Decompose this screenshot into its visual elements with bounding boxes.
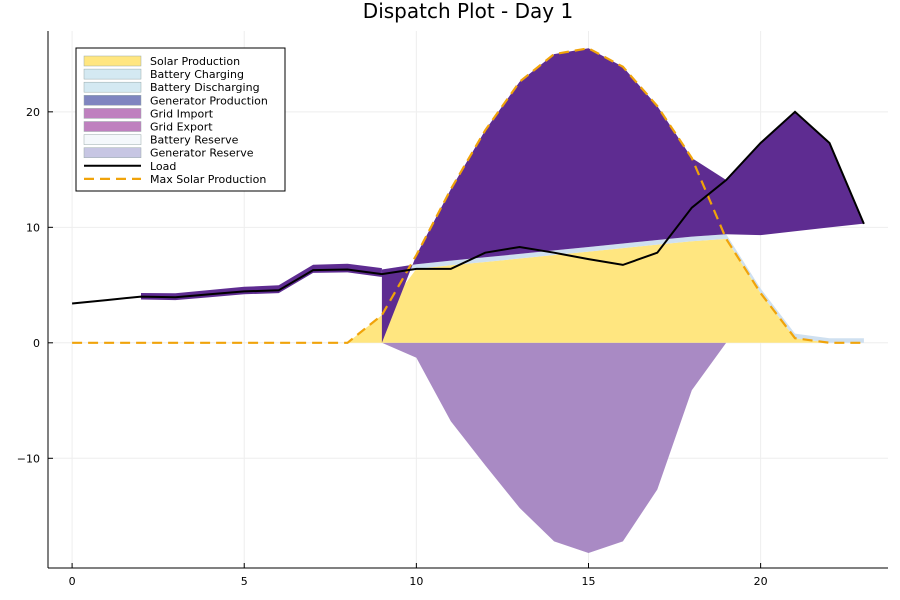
legend-swatch: [83, 134, 142, 145]
legend-label: Grid Import: [150, 107, 214, 120]
x-tick-label: 15: [581, 575, 595, 588]
x-tick-label: 10: [409, 575, 423, 588]
solar-production-area: [347, 238, 830, 343]
y-tick-label: 10: [26, 221, 40, 234]
legend-swatch: [83, 147, 142, 158]
x-tick-label: 0: [69, 575, 76, 588]
legend-label: Battery Reserve: [150, 134, 239, 147]
grid-export-area: [381, 342, 727, 553]
y-tick-label: −10: [17, 452, 40, 465]
max-solar-line: [72, 47, 864, 344]
x-tick-label: 20: [754, 575, 768, 588]
legend-swatch: [83, 68, 142, 80]
legend-swatch: [83, 121, 142, 132]
load-line: [72, 110, 865, 305]
legend-label: Grid Export: [150, 121, 213, 134]
legend-swatch: [83, 55, 142, 67]
x-tick-label: 5: [241, 575, 248, 588]
chart-title: Dispatch Plot - Day 1: [363, 0, 573, 23]
y-tick-label: 0: [33, 337, 40, 350]
battery-reserve-area: [347, 234, 864, 343]
legend-label: Solar Production: [150, 55, 240, 68]
legend-label: Battery Charging: [150, 68, 244, 81]
legend-swatch: [83, 95, 142, 106]
legend-label: Max Solar Production: [150, 173, 266, 186]
legend-swatch: [83, 81, 142, 93]
legend-label: Generator Reserve: [150, 147, 254, 160]
legend-label: Generator Production: [150, 94, 268, 107]
y-tick-label: 20: [26, 106, 40, 119]
generator-production-early: [141, 263, 382, 301]
generator-production-area: [381, 48, 864, 343]
plot-area: 0 5 10 15 20 −10 0 10 20: [17, 31, 888, 588]
legend-swatch: [83, 108, 142, 119]
legend-label: Battery Discharging: [150, 81, 260, 94]
legend-label: Load: [150, 160, 176, 173]
